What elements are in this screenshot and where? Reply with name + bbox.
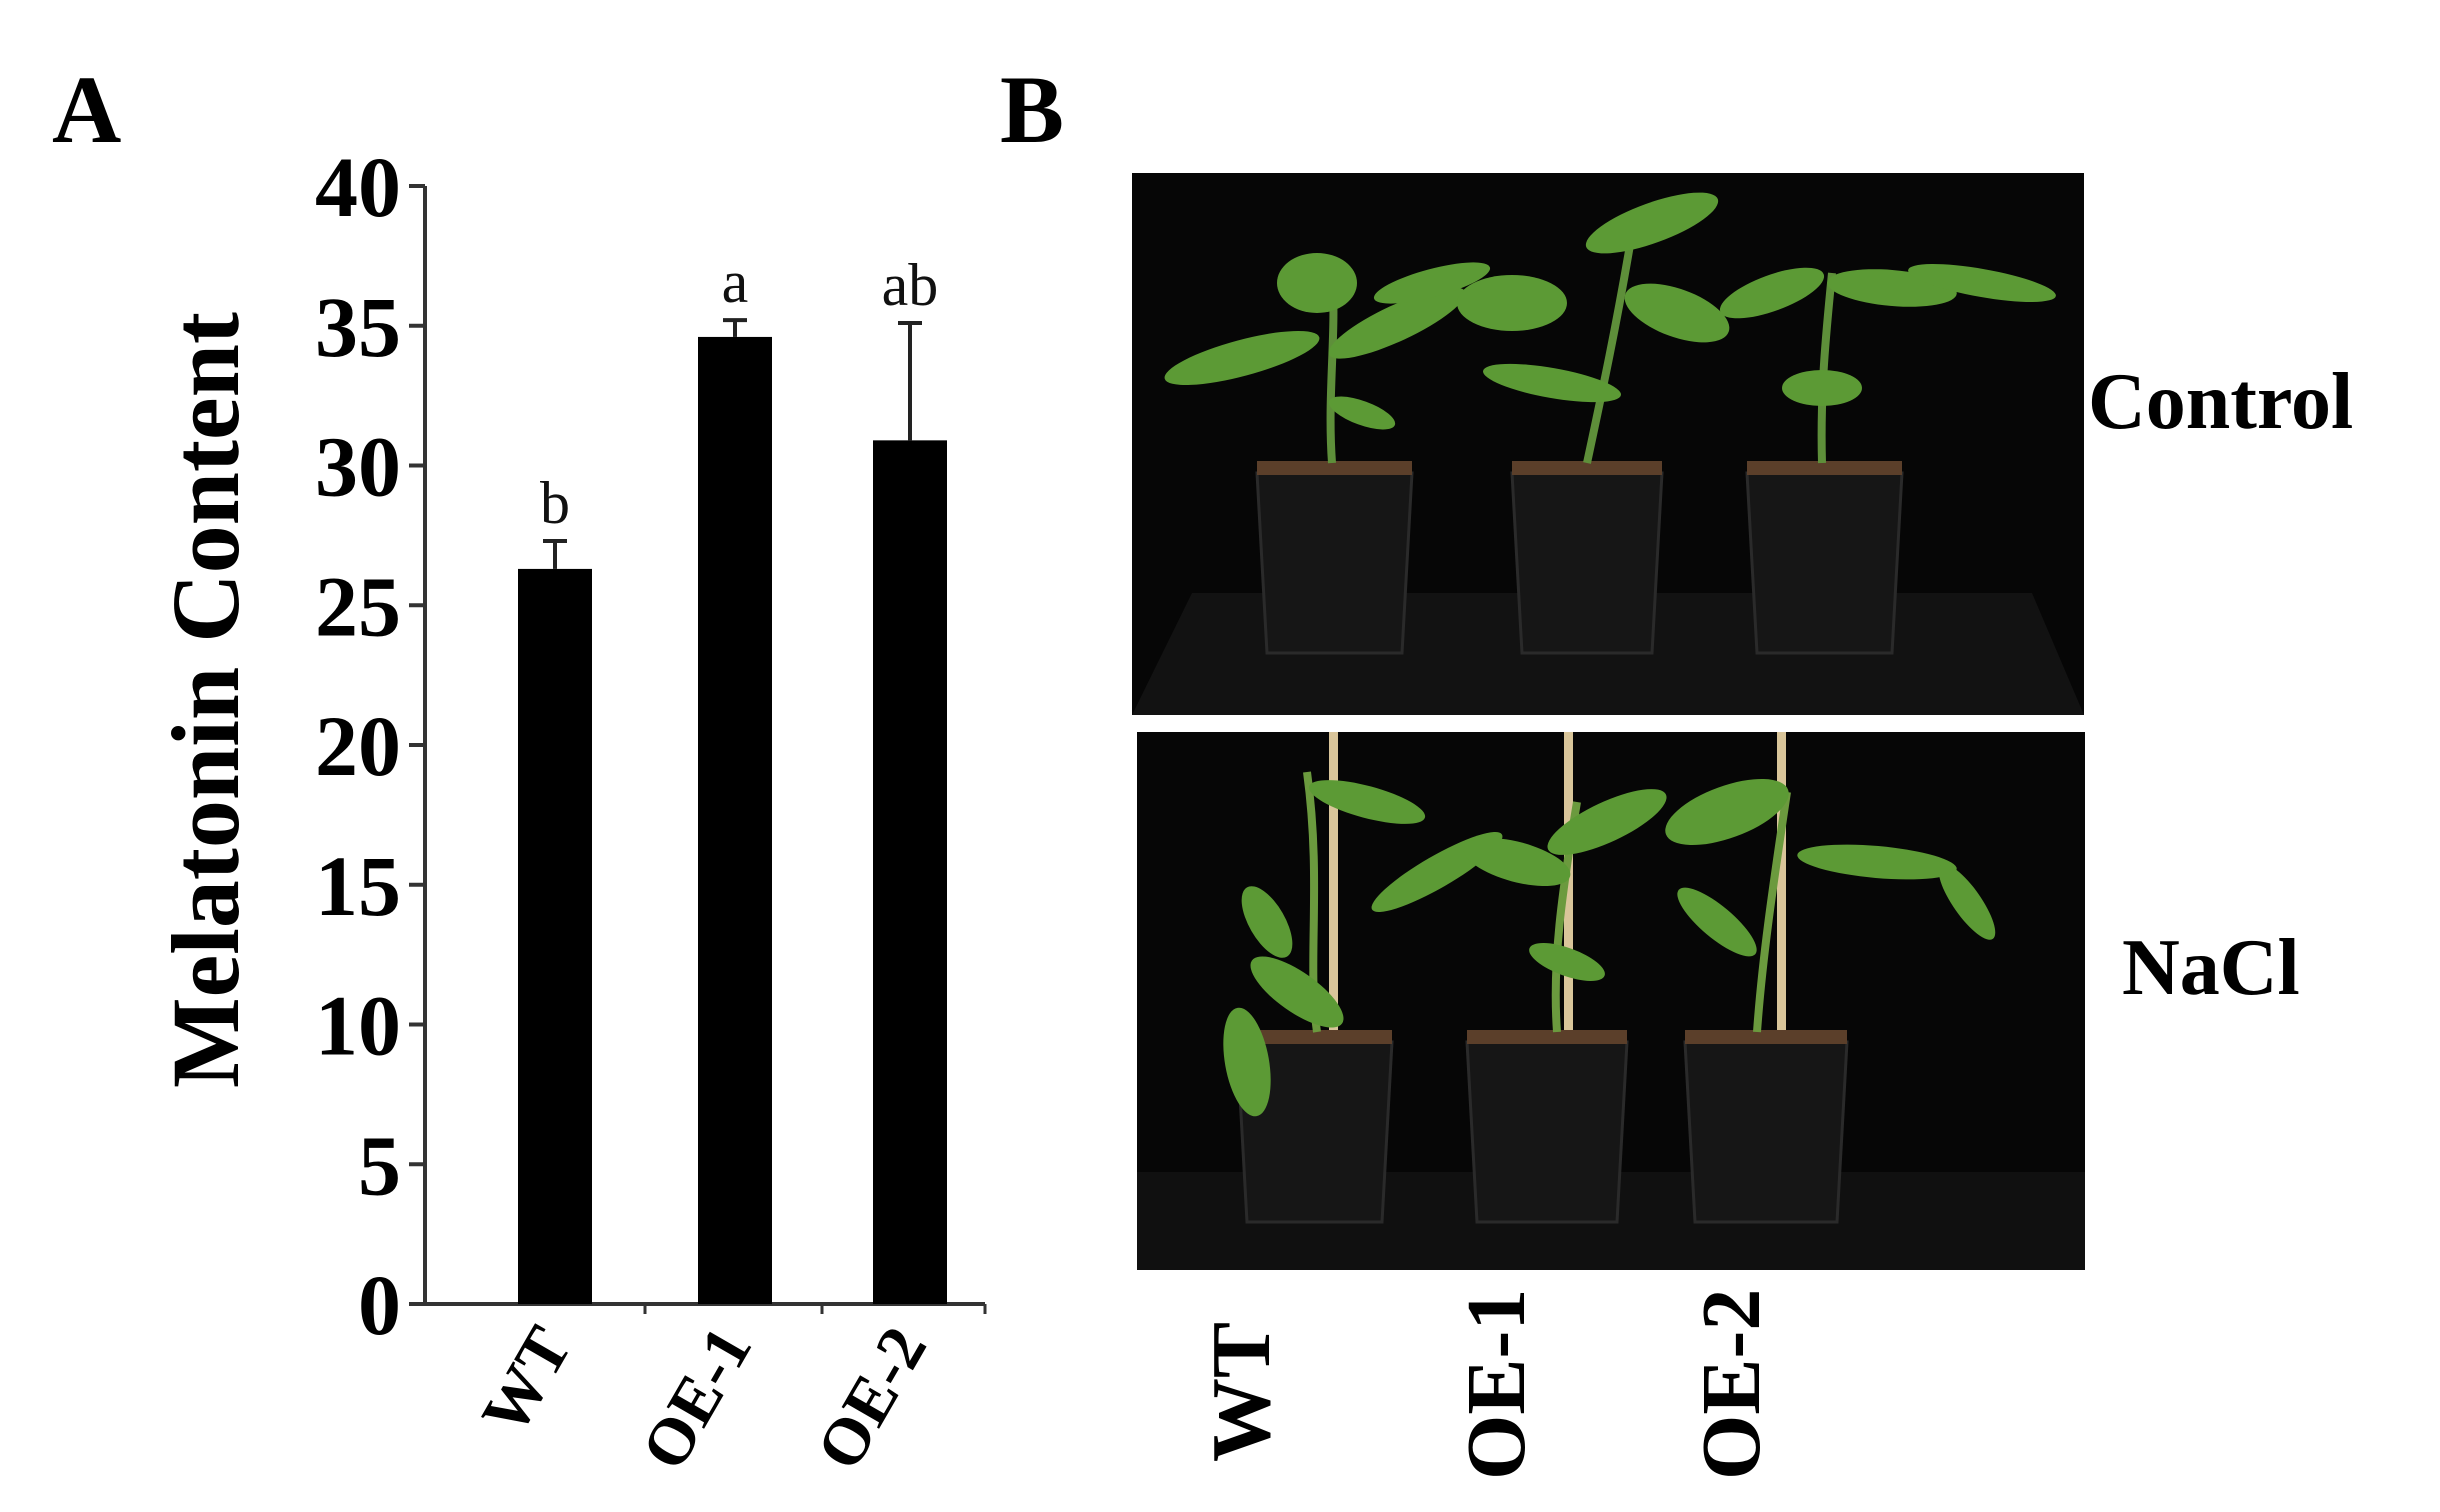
nacl-plants-photo bbox=[1137, 732, 2085, 1270]
panel-b-letter: B bbox=[1000, 56, 1065, 163]
significance-letter: b bbox=[540, 470, 570, 536]
y-tick-label: 40 bbox=[315, 139, 401, 235]
bar bbox=[873, 440, 947, 1305]
y-tick-label: 5 bbox=[358, 1117, 401, 1213]
x-category-label: OE-2 bbox=[803, 1315, 941, 1482]
nacl-plants-illustration bbox=[1137, 732, 2085, 1270]
bar bbox=[698, 336, 772, 1304]
y-tick-label: 30 bbox=[315, 419, 401, 515]
control-plants-photo bbox=[1132, 173, 2084, 715]
y-tick-label: 25 bbox=[315, 558, 401, 654]
significance-letter: a bbox=[722, 249, 749, 315]
photo-column-label-wt: WT bbox=[1195, 1321, 1288, 1462]
photo-column-label-oe1: OE-1 bbox=[1450, 1288, 1543, 1480]
panel-a-letter: A bbox=[52, 56, 122, 163]
y-tick-label: 10 bbox=[315, 978, 401, 1074]
y-tick-label: 35 bbox=[315, 279, 401, 375]
control-plants-illustration bbox=[1132, 173, 2084, 715]
control-row-label: Control bbox=[2088, 358, 2354, 446]
y-axis-label: Melatonin Content bbox=[152, 312, 259, 1088]
photo-column-label-oe2: OE-2 bbox=[1685, 1288, 1778, 1480]
x-category-label: OE-1 bbox=[628, 1315, 766, 1482]
significance-letter: ab bbox=[882, 252, 939, 318]
melatonin-bar-chart: 0 5 10 15 20 25 30 35 40 Melatonin Content b WT a OE-… bbox=[152, 139, 987, 1482]
bar bbox=[518, 568, 592, 1304]
nacl-row-label: NaCl bbox=[2122, 924, 2300, 1012]
y-tick-label: 20 bbox=[315, 698, 401, 794]
y-tick-label: 0 bbox=[358, 1257, 401, 1353]
x-category-label: WT bbox=[468, 1315, 586, 1447]
y-tick-label: 15 bbox=[315, 838, 401, 934]
